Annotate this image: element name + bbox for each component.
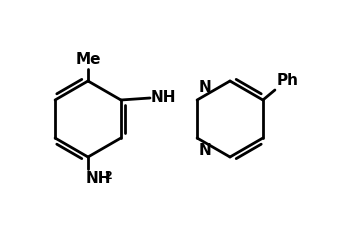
Text: N: N (199, 143, 212, 158)
Text: Me: Me (75, 52, 101, 67)
Text: NH: NH (150, 91, 176, 106)
Text: Ph: Ph (277, 73, 299, 88)
Text: 2: 2 (104, 171, 112, 181)
Text: NH: NH (86, 171, 111, 186)
Text: N: N (199, 80, 212, 95)
